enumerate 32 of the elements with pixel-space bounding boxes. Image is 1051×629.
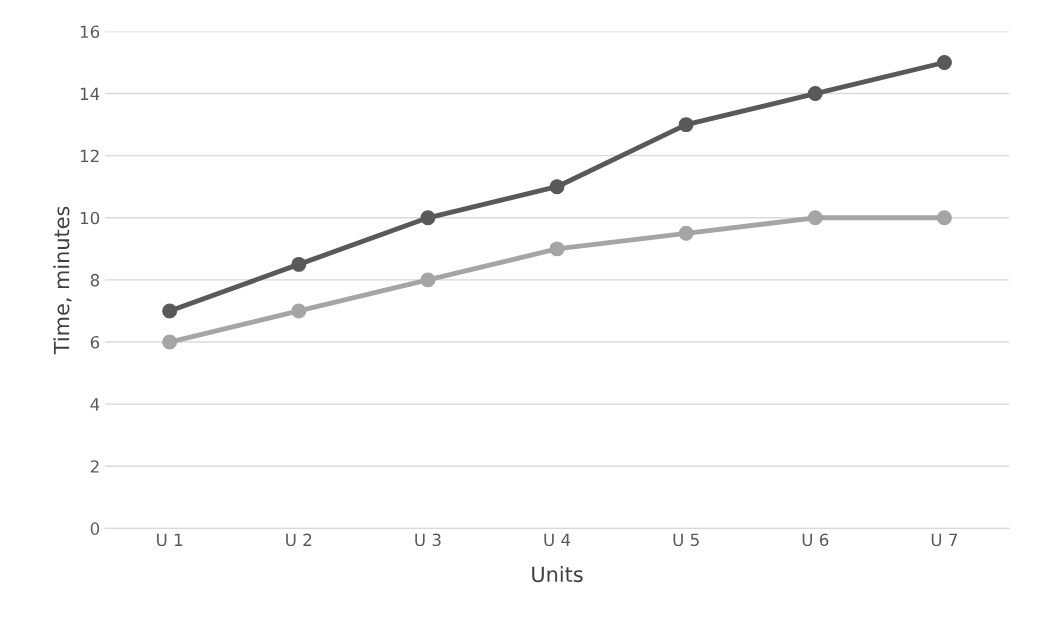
point <box>420 272 436 288</box>
point <box>807 210 823 226</box>
point <box>162 303 178 319</box>
x-tick-label: U 1 <box>157 533 183 547</box>
point <box>807 86 823 102</box>
point <box>162 334 178 350</box>
point <box>936 55 952 70</box>
y-tick-label: 12 <box>80 149 99 163</box>
x-tick-label: U 2 <box>286 533 312 547</box>
point <box>420 210 436 226</box>
x-tick-label: U 6 <box>802 533 829 547</box>
point <box>549 179 565 195</box>
point <box>291 303 307 319</box>
y-tick-label: 4 <box>90 398 100 411</box>
y-tick-label: 16 <box>80 25 100 39</box>
point <box>678 117 694 133</box>
point <box>936 210 952 226</box>
y-tick-label: 8 <box>90 273 100 287</box>
y-tick-label: 2 <box>90 460 99 473</box>
y-tick-label: 0 <box>90 522 100 535</box>
y-tick-label: 10 <box>80 211 100 225</box>
x-tick-label: U 4 <box>544 533 571 547</box>
point <box>291 256 307 272</box>
y-axis-title: Time, minutes <box>53 206 72 355</box>
x-tick-label: U 7 <box>931 533 958 547</box>
point <box>678 225 694 241</box>
x-tick-label: U 5 <box>673 533 699 547</box>
x-axis-title: Units <box>532 566 583 583</box>
y-tick-label: 6 <box>90 335 100 349</box>
y-tick-label: 14 <box>80 87 100 100</box>
x-tick-label: U 3 <box>415 533 441 547</box>
point <box>549 241 565 257</box>
